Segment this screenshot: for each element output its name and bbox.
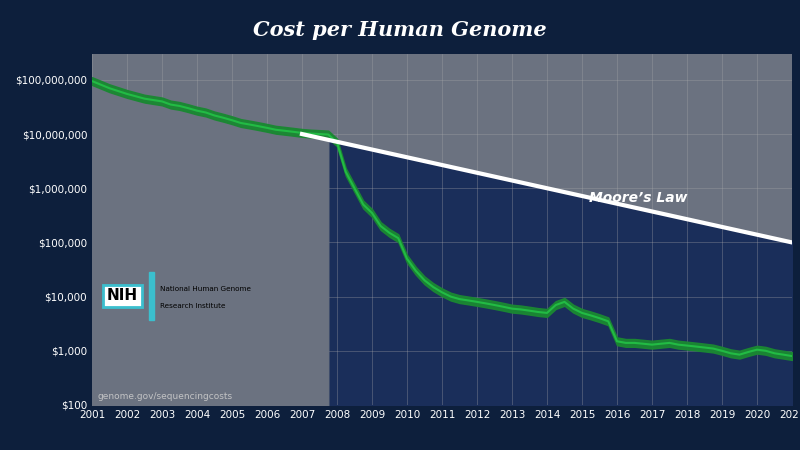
Bar — [149, 272, 154, 320]
Text: NIH: NIH — [107, 288, 138, 303]
Text: Cost per Human Genome: Cost per Human Genome — [253, 20, 547, 40]
Text: Research Institute: Research Institute — [160, 303, 226, 309]
Text: National Human Genome: National Human Genome — [160, 286, 251, 292]
Text: genome.gov/sequencingcosts: genome.gov/sequencingcosts — [98, 392, 232, 401]
Text: Moore’s Law: Moore’s Law — [589, 191, 687, 205]
